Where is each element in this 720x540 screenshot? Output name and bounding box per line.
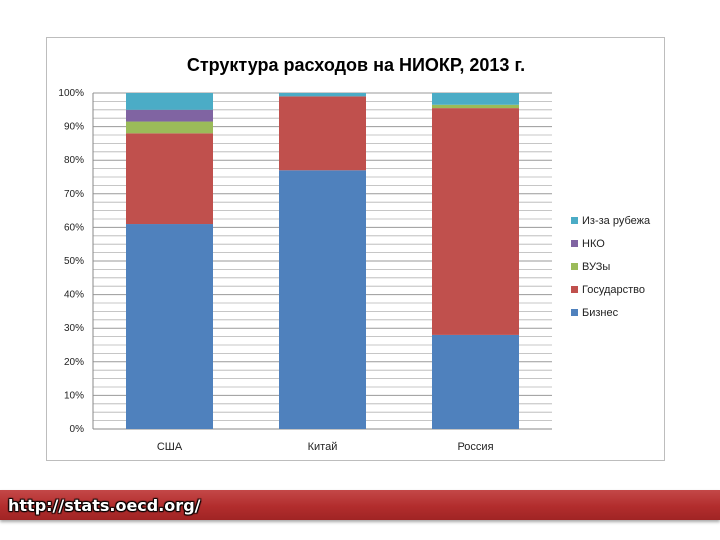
y-tick-label: 10%: [64, 390, 84, 401]
bar-segment: [432, 93, 519, 105]
y-tick-label: 60%: [64, 222, 84, 233]
chart-title: Структура расходов на НИОКР, 2013 г.: [187, 55, 525, 75]
x-tick-label: Китай: [308, 441, 338, 453]
bar-segment: [432, 334, 519, 429]
legend-swatch: [571, 217, 578, 224]
y-tick-label: 20%: [64, 357, 84, 368]
bar-segment: [126, 224, 213, 429]
x-axis: США Китай Россия: [157, 441, 494, 453]
chart-frame: Структура расходов на НИОКР, 2013 г. 0% 1…: [46, 37, 665, 461]
legend-swatch: [571, 263, 578, 270]
bar-segment: [126, 93, 213, 110]
legend-label: Государство: [582, 284, 645, 296]
bar-segment: [432, 104, 519, 109]
y-tick-label: 100%: [58, 88, 84, 99]
legend-label: ВУЗы: [582, 261, 610, 273]
legend-label: НКО: [582, 238, 605, 250]
y-tick-label: 70%: [64, 189, 84, 200]
x-tick-label: США: [157, 441, 183, 453]
bar-segment: [279, 93, 366, 97]
legend-swatch: [571, 309, 578, 316]
bars: [126, 93, 519, 429]
footer-bar: http://stats.oecd.org/: [0, 490, 720, 520]
y-tick-label: 30%: [64, 323, 84, 334]
bar-segment: [126, 121, 213, 134]
bar-segment: [126, 109, 213, 122]
x-tick-label: Россия: [457, 441, 493, 453]
legend-swatch: [571, 286, 578, 293]
legend-label: Из-за рубежа: [582, 215, 651, 227]
y-tick-label: 40%: [64, 290, 84, 301]
legend-label: Бизнес: [582, 307, 619, 319]
bar-segment: [279, 96, 366, 171]
legend: Из-за рубежа НКО ВУЗы Государство Бизнес: [571, 215, 651, 319]
legend-swatch: [571, 240, 578, 247]
bar-segment: [279, 170, 366, 429]
y-tick-label: 80%: [64, 155, 84, 166]
y-tick-label: 90%: [64, 122, 84, 133]
stacked-bar-chart: Структура расходов на НИОКР, 2013 г. 0% 1…: [58, 55, 651, 453]
source-link[interactable]: http://stats.oecd.org/: [8, 496, 201, 515]
bar-segment: [432, 108, 519, 335]
y-tick-label: 50%: [64, 256, 84, 267]
y-tick-label: 0%: [70, 424, 85, 435]
bar-segment: [126, 133, 213, 225]
